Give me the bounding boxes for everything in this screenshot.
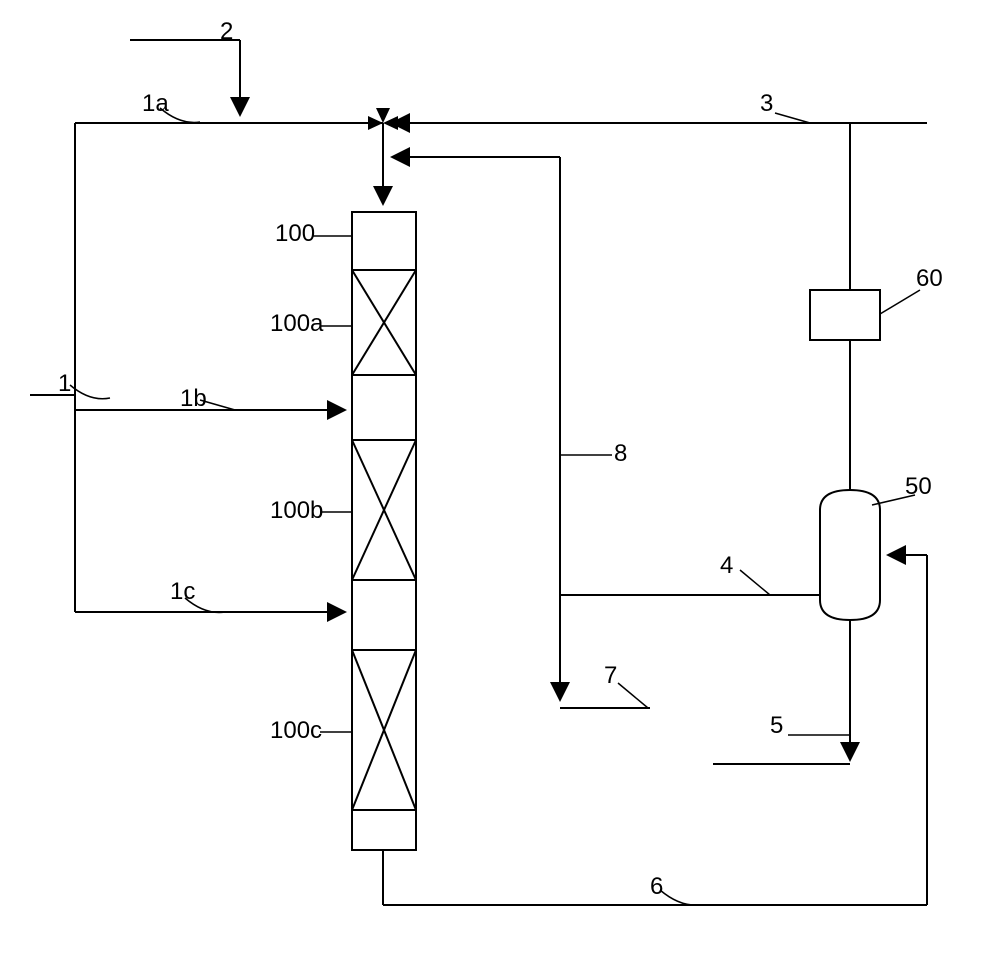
label-100a: 100a [270,310,323,338]
label-3: 3 [760,90,773,118]
label-5: 5 [770,712,783,740]
label-2: 2 [220,18,233,46]
label-8: 8 [614,440,627,468]
label-100b: 100b [270,497,323,525]
separator [820,490,880,620]
label-1: 1 [58,370,71,398]
label-1b: 1b [180,385,207,413]
process-flow-diagram: 1 1a 1b 1c 2 3 4 5 6 7 8 50 60 100 100a … [0,0,1000,974]
label-100: 100 [275,220,315,248]
label-1c: 1c [170,578,195,606]
label-6: 6 [650,873,663,901]
label-7: 7 [604,662,617,690]
label-50: 50 [905,473,932,501]
compressor [810,290,880,340]
label-4: 4 [720,552,733,580]
diagram-svg [0,0,1000,974]
label-60: 60 [916,265,943,293]
reactor-column [352,212,416,850]
label-100c: 100c [270,717,322,745]
label-1a: 1a [142,90,169,118]
